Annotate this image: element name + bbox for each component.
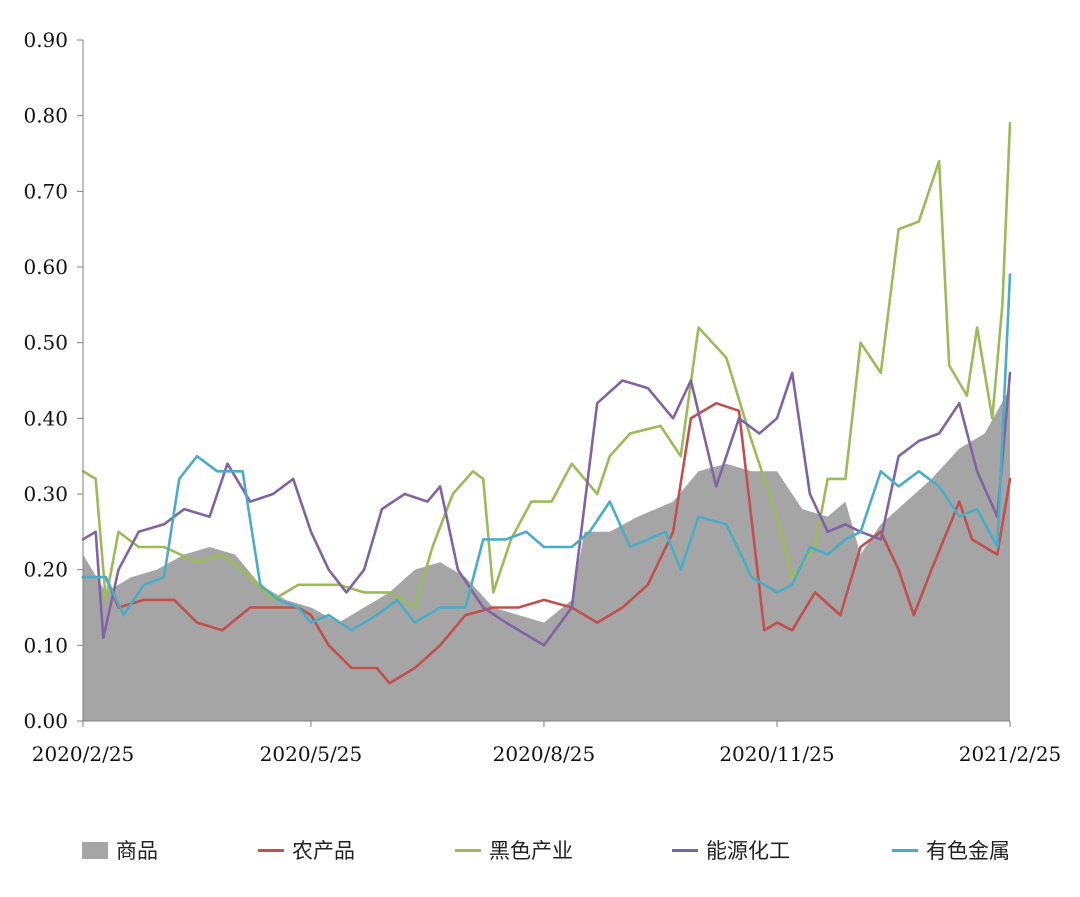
y-tick-label: 0.00 <box>23 709 68 733</box>
y-tick-label: 0.60 <box>23 255 68 279</box>
x-tick-label: 2020/2/25 <box>32 742 135 766</box>
legend-swatch <box>892 848 918 852</box>
legend-label: 黑色产业 <box>489 839 573 863</box>
x-tick-label: 2021/2/25 <box>959 742 1062 766</box>
legend-item-agriculture: 农产品 <box>258 830 355 870</box>
legend-item-commodity: 商品 <box>82 830 158 870</box>
legend-label: 能源化工 <box>706 839 790 863</box>
y-tick-label: 0.50 <box>23 331 68 355</box>
y-tick-label: 0.10 <box>23 633 68 657</box>
legend-swatch <box>258 848 284 852</box>
y-tick-label: 0.90 <box>23 28 68 52</box>
y-tick-label: 0.20 <box>23 558 68 582</box>
legend-swatch <box>455 848 481 852</box>
legend-item-energy-chemicals: 能源化工 <box>672 830 790 870</box>
legend: 商品 农产品 黑色产业 能源化工 有色金属 <box>0 830 1080 870</box>
y-tick-label: 0.40 <box>23 406 68 430</box>
y-tick-label: 0.30 <box>23 482 68 506</box>
x-tick-label: 2020/11/25 <box>719 742 834 766</box>
legend-item-ferrous: 黑色产业 <box>455 830 573 870</box>
legend-label: 有色金属 <box>926 839 1010 863</box>
legend-label: 商品 <box>116 839 158 863</box>
axis-layer: 0.00 0.10 0.20 0.30 0.40 0.50 0.60 0.70 0.80 0.90… <box>23 28 1061 766</box>
series-area-0 <box>83 388 1010 721</box>
legend-swatch <box>82 841 108 859</box>
legend-swatch <box>672 848 698 852</box>
x-tick-label: 2020/5/25 <box>260 742 363 766</box>
line-layer <box>81 121 1012 685</box>
legend-item-nonferrous: 有色金属 <box>892 830 1010 870</box>
x-tick-label: 2020/8/25 <box>493 742 596 766</box>
y-tick-label: 0.70 <box>23 179 68 203</box>
series-line-2 <box>81 121 1012 609</box>
y-tick-label: 0.80 <box>23 104 68 128</box>
series-line-4 <box>81 273 1012 632</box>
legend-label: 农产品 <box>292 839 355 863</box>
area-layer <box>83 388 1010 721</box>
